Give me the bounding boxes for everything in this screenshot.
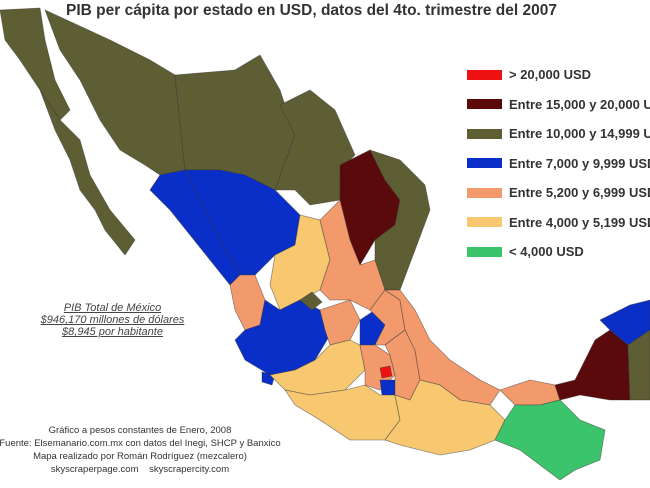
map-title: PIB per cápita por estado en USD, datos … bbox=[66, 2, 557, 19]
state-baja-california[interactable] bbox=[0, 7, 71, 121]
state-quintana-roo[interactable] bbox=[627, 329, 650, 401]
state-morelos[interactable] bbox=[379, 379, 396, 396]
legend: > 20,000 USD Entre 15,000 y 20,000 USD E… bbox=[467, 60, 650, 267]
legend-label: > 20,000 USD bbox=[509, 67, 592, 83]
summary-line: PIB Total de México bbox=[63, 302, 162, 314]
legend-item: Entre 15,000 y 20,000 USD bbox=[467, 90, 650, 120]
credits-line: Gráfico a pesos constantes de Enero, 200… bbox=[48, 425, 232, 436]
gdp-summary: PIB Total de México $946,170 millones de… bbox=[20, 302, 205, 338]
credits-line: skyscraperpage.com skyscrapercity.com bbox=[50, 464, 230, 475]
summary-line: $8,945 por habitante bbox=[62, 326, 163, 338]
legend-swatch bbox=[467, 217, 502, 228]
summary-line: $946,170 millones de dólares bbox=[40, 314, 185, 326]
legend-item: > 20,000 USD bbox=[467, 60, 650, 90]
legend-item: Entre 10,000 y 14,999 USD bbox=[467, 119, 650, 149]
legend-label: Entre 4,000 y 5,199 USD bbox=[509, 214, 650, 230]
state-oaxaca[interactable] bbox=[384, 379, 506, 456]
legend-label: Entre 5,200 y 6,999 USD bbox=[509, 185, 650, 201]
legend-item: < 4,000 USD bbox=[467, 237, 650, 267]
legend-swatch bbox=[467, 128, 502, 139]
state-sonora[interactable] bbox=[44, 9, 186, 176]
state-nayarit[interactable] bbox=[229, 274, 266, 331]
state-aguascalientes[interactable] bbox=[299, 291, 323, 311]
state-baja-california-sur[interactable] bbox=[39, 89, 136, 256]
legend-label: Entre 7,000 y 9,999 USD bbox=[509, 155, 650, 171]
credits-line: Mapa realizado por Román Rodríguez (mezc… bbox=[33, 451, 247, 462]
legend-item: Entre 5,200 y 6,999 USD bbox=[467, 178, 650, 208]
legend-label: Entre 10,000 y 14,999 USD bbox=[509, 126, 650, 142]
state-chiapas[interactable] bbox=[494, 399, 606, 481]
state-distrito-federal[interactable] bbox=[379, 365, 393, 379]
legend-label: < 4,000 USD bbox=[509, 244, 584, 260]
legend-swatch bbox=[467, 246, 502, 257]
legend-swatch bbox=[467, 187, 502, 198]
legend-swatch bbox=[467, 69, 502, 80]
state-campeche[interactable] bbox=[554, 329, 631, 401]
credits: Gráfico a pesos constantes de Enero, 200… bbox=[0, 424, 290, 476]
state-tabasco[interactable] bbox=[499, 379, 561, 406]
state-yucatan[interactable] bbox=[599, 299, 650, 346]
legend-swatch bbox=[467, 99, 502, 110]
legend-item: Entre 4,000 y 5,199 USD bbox=[467, 208, 650, 238]
legend-item: Entre 7,000 y 9,999 USD bbox=[467, 149, 650, 179]
credits-line: Fuente: Elsemanario.com.mx con datos del… bbox=[0, 438, 281, 449]
legend-label: Entre 15,000 y 20,000 USD bbox=[509, 96, 650, 112]
legend-swatch bbox=[467, 158, 502, 169]
